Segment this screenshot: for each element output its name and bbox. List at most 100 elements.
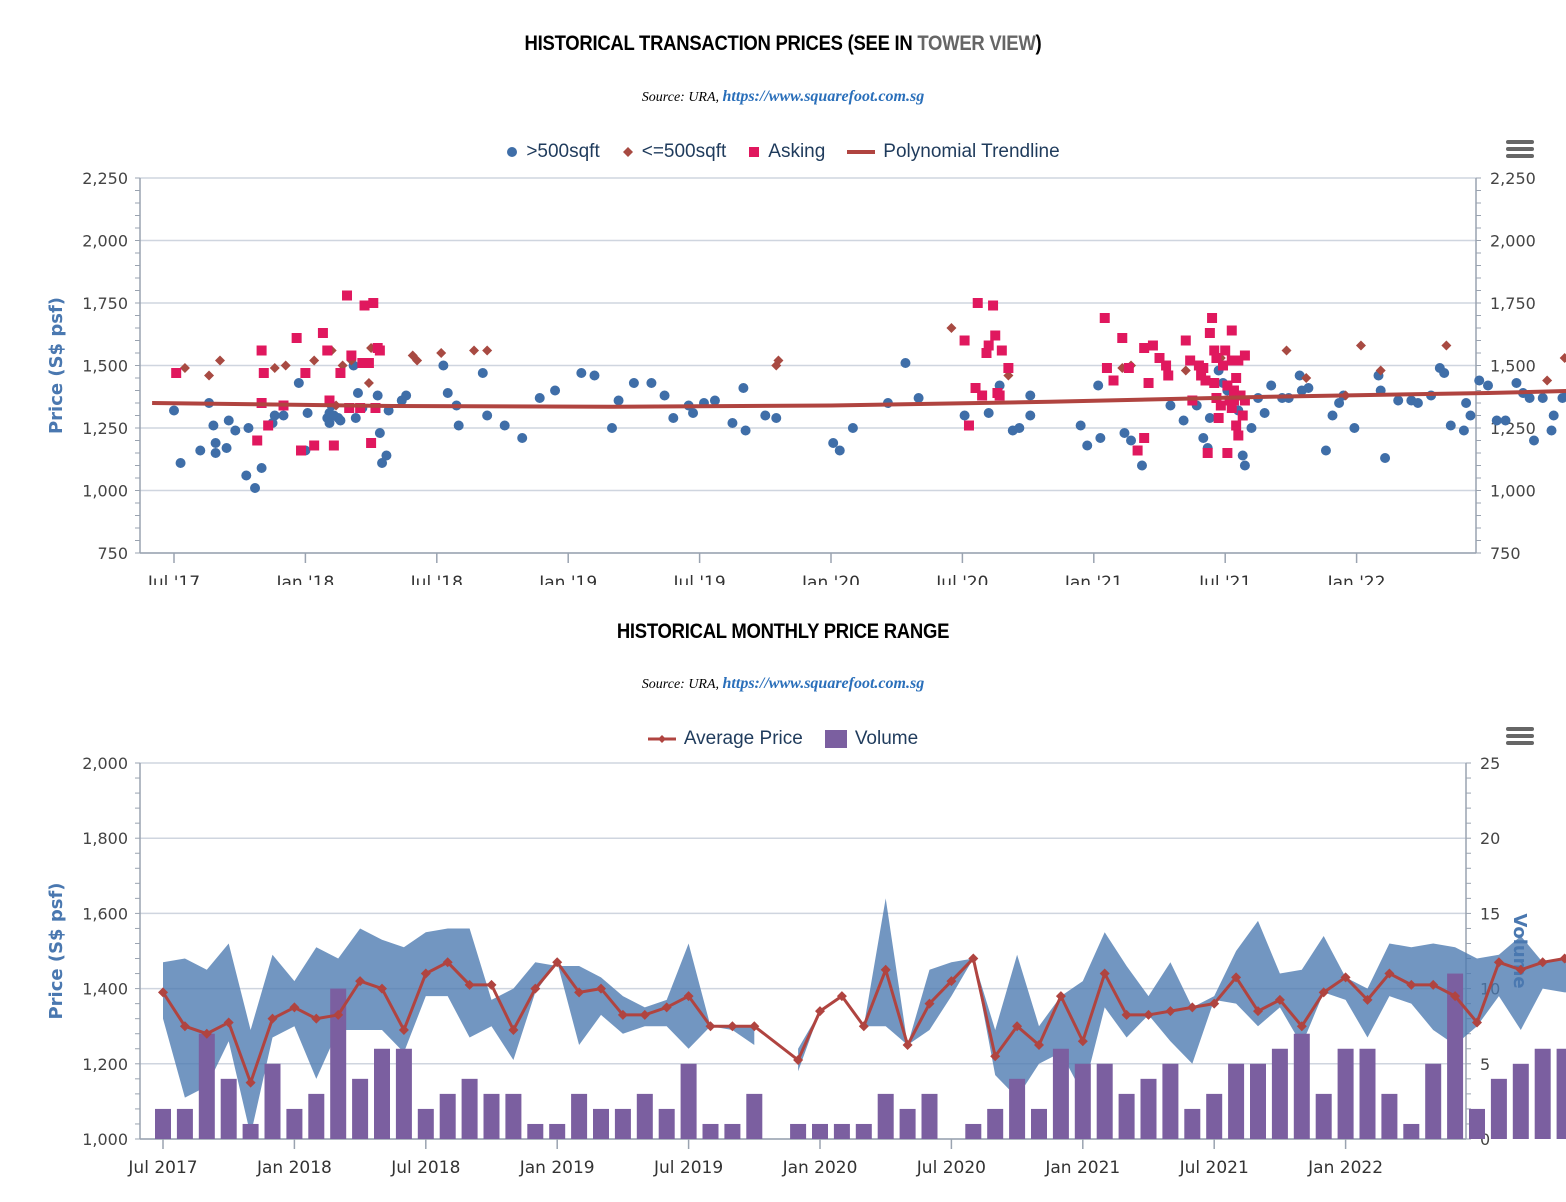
average-price-point	[705, 1021, 716, 1032]
scatter-point-large	[1511, 378, 1522, 388]
scatter-point-large	[1439, 368, 1450, 378]
average-price-point	[596, 983, 606, 994]
x-tick-label: Jan 2021	[1044, 1158, 1120, 1178]
scatter-point-asking	[1108, 375, 1119, 386]
average-price-point	[1253, 1006, 1263, 1017]
scatter-point-asking	[1101, 363, 1112, 373]
legend-item-asking[interactable]: Asking	[748, 141, 825, 163]
average-price-point	[1515, 964, 1526, 975]
scatter-point-asking	[1180, 335, 1191, 346]
average-price-point	[552, 957, 563, 968]
volume-bar	[527, 1123, 544, 1139]
scatter-point-large	[442, 388, 453, 398]
scatter-point-large	[1246, 423, 1257, 433]
average-price-point	[420, 968, 431, 979]
scatter-point-asking	[252, 435, 263, 446]
x-tick-label: Jan '20	[801, 573, 860, 585]
scatter-point-asking	[972, 298, 983, 308]
volume-bar	[1556, 1048, 1566, 1139]
scatter-point-large	[230, 425, 241, 436]
volume-bar	[746, 1093, 763, 1139]
y2-tick-label: 20	[1480, 829, 1500, 848]
scatter-point-large	[195, 445, 206, 456]
scatter-point-large	[221, 443, 232, 453]
average-price-point	[442, 957, 453, 968]
average-price-point	[1121, 1009, 1132, 1020]
volume-bar	[1381, 1093, 1398, 1139]
y2-tick-label: 2,250	[1490, 169, 1536, 188]
source-link[interactable]: https://www.squarefoot.com.sg	[722, 88, 925, 105]
title-end: )	[1035, 32, 1042, 55]
legend-label: <=500sqft	[641, 141, 727, 162]
volume-bar	[1512, 1063, 1529, 1139]
y2-tick-label: 1,250	[1490, 419, 1536, 438]
average-price-point	[1296, 1021, 1307, 1032]
circle-marker-icon	[507, 147, 518, 157]
scatter-point-asking	[317, 328, 328, 338]
scatter-point-large	[335, 415, 346, 426]
legend-item-small[interactable]: <=500sqft	[622, 141, 727, 163]
scatter-point-large	[1393, 395, 1404, 406]
hamburger-menu-icon[interactable]	[1506, 727, 1534, 749]
scatter-point-large	[1412, 398, 1423, 408]
scatter-point-small	[1542, 375, 1553, 386]
legend-item-trendline[interactable]: Polynomial Trendline	[847, 141, 1060, 163]
scatter-point-asking	[994, 390, 1005, 401]
scatter-point-asking	[296, 445, 307, 456]
scatter-point-large	[1025, 390, 1036, 401]
y-tick-label: 1,600	[82, 904, 128, 923]
scatter-point-large	[1014, 423, 1025, 433]
y-tick-label: 1,400	[82, 980, 128, 999]
scatter-point-large	[1537, 393, 1548, 403]
average-price-point	[1559, 953, 1566, 964]
volume-bar	[790, 1123, 807, 1139]
scatter-point-large	[727, 418, 738, 428]
scatter-point-small	[214, 355, 225, 366]
scatter-point-large	[628, 378, 639, 388]
average-price-point	[793, 1055, 804, 1066]
scatter-point-large	[1303, 383, 1314, 393]
scatter-point-asking	[1123, 363, 1134, 373]
scatter-point-small	[280, 360, 291, 371]
x-tick-label: Jul '21	[1198, 573, 1251, 585]
average-price-point	[1428, 979, 1439, 990]
scatter-point-large	[1165, 400, 1176, 411]
scatter-point-large	[381, 450, 392, 461]
scatter-point-large	[1548, 410, 1559, 421]
volume-bar	[220, 1078, 237, 1139]
scatter-point-asking	[359, 300, 370, 311]
scatter-point-large	[175, 458, 186, 468]
diamond-marker-icon	[622, 147, 633, 157]
average-price-point	[946, 976, 957, 987]
scatter-point-large	[383, 405, 394, 416]
average-price-point	[333, 1009, 344, 1020]
legend-item-average-price[interactable]: Average Price	[647, 728, 803, 750]
average-price-point	[574, 987, 585, 998]
chart1-subtitle: Source: URA, https://www.squarefoot.com.…	[0, 88, 1566, 106]
scatter-point-asking	[1213, 413, 1224, 423]
volume-bar	[483, 1093, 500, 1139]
average-price-point	[1231, 972, 1242, 983]
average-price-point	[1450, 991, 1461, 1002]
scatter-point-asking	[291, 333, 302, 343]
scatter-point-large	[1349, 423, 1360, 433]
average-price-point	[201, 1028, 212, 1039]
legend-item-large[interactable]: >500sqft	[506, 141, 600, 163]
average-price-point	[464, 979, 475, 990]
scatter-point-small	[946, 323, 957, 333]
average-price-point	[815, 1006, 825, 1017]
volume-bar	[1534, 1048, 1551, 1139]
scatter-point-large	[646, 378, 657, 388]
scatter-point-small	[1281, 345, 1292, 356]
y-axis-title: Price (S$ psf)	[46, 297, 67, 434]
tower-view-link[interactable]: TOWER VIEW	[917, 32, 1036, 55]
y2-tick-label: 2,000	[1490, 232, 1536, 251]
legend-item-volume[interactable]: Volume	[824, 728, 918, 750]
hamburger-menu-icon[interactable]	[1506, 140, 1534, 162]
source-link[interactable]: https://www.squarefoot.com.sg	[722, 675, 925, 692]
scatter-point-asking	[990, 330, 1001, 341]
average-price-point	[398, 1024, 409, 1035]
x-tick-label: Jul '18	[410, 573, 463, 585]
average-price-point	[1165, 1006, 1176, 1017]
scatter-point-asking	[1211, 353, 1222, 363]
